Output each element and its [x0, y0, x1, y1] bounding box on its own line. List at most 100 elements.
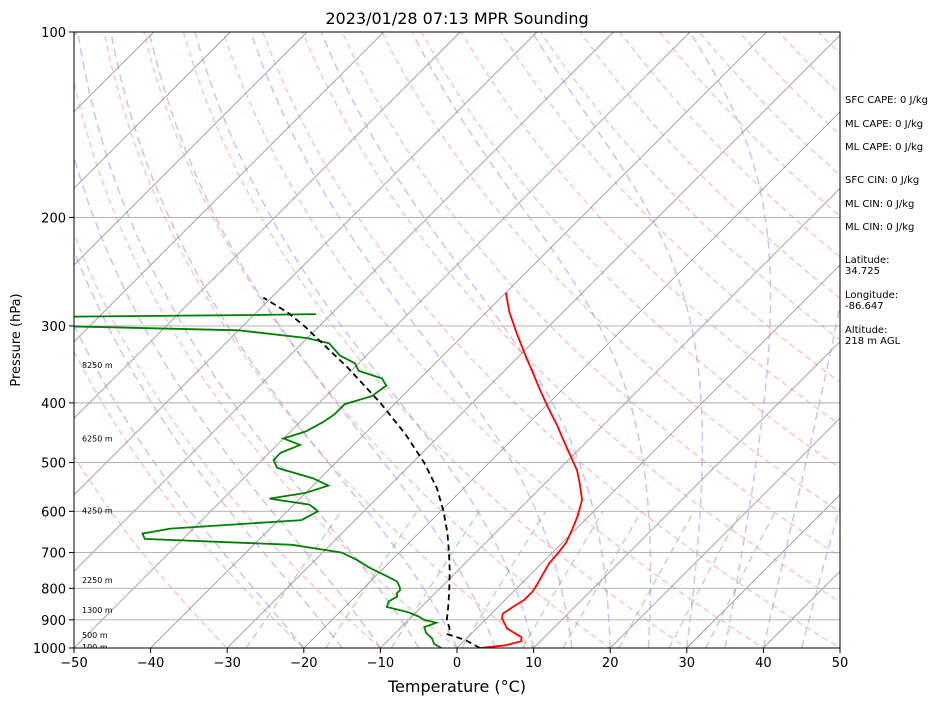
x-tick-label: 30: [679, 656, 696, 671]
isotherm: [609, 417, 840, 648]
y-tick-label: 800: [41, 582, 66, 597]
isotherm: [380, 187, 840, 648]
y-tick-label: 900: [41, 614, 66, 629]
dry-adiabat: [460, 32, 840, 426]
isotherm: [74, 32, 614, 573]
dry-adiabat: [222, 32, 765, 648]
isotherm: [74, 32, 691, 648]
mixing-ratio-line: [668, 510, 742, 648]
moist-adiabat: [320, 32, 611, 648]
height-label: 500 m: [82, 631, 108, 640]
height-label: 8250 m: [82, 361, 113, 370]
isotherm: [303, 111, 840, 648]
dry-adiabat: [74, 231, 382, 648]
dewpoint-line: [74, 313, 443, 648]
isotherm: [533, 340, 840, 648]
dry-adiabat: [182, 32, 689, 648]
height-label: 2250 m: [82, 576, 113, 585]
ml-cape-text-2: ML CAPE: 0 J/kg: [845, 142, 924, 153]
isobars: [74, 32, 840, 648]
x-tick-label: 10: [525, 656, 542, 671]
x-ticks: −50 −40 −30 −20 −10 0 10 20 30 40 50: [60, 648, 848, 671]
x-tick-label: −50: [60, 656, 87, 671]
dry-adiabat: [262, 32, 840, 648]
x-tick-label: 20: [602, 656, 619, 671]
x-axis-label: Temperature (°C): [387, 677, 526, 696]
moist-adiabat: [762, 300, 840, 648]
moist-adiabat: [250, 32, 573, 648]
mixing-ratio-line: [562, 510, 642, 648]
moist-adiabat: [74, 323, 305, 648]
y-tick-label: 1000: [33, 642, 66, 657]
y-tick-label: 600: [41, 505, 66, 520]
altitude-value: 218 m AGL: [845, 336, 901, 347]
ml-cape-text: ML CAPE: 0 J/kg: [845, 119, 924, 130]
moist-adiabat: [77, 32, 420, 648]
mixing-ratio-line: [521, 510, 604, 648]
isotherm: [74, 32, 231, 190]
isotherms: [0, 32, 840, 648]
moist-adiabat: [194, 32, 535, 648]
isotherm: [456, 264, 840, 648]
mixing-ratio-line: [245, 510, 343, 648]
moist-adiabat: [148, 32, 496, 648]
longitude-label: Longitude:: [845, 290, 899, 301]
isotherm: [74, 32, 461, 419]
y-tick-label: 400: [41, 397, 66, 412]
altitude-label: Altitude:: [845, 325, 888, 336]
sounding-series: [74, 292, 584, 648]
dry-adiabat: [103, 32, 535, 648]
parcel-line: [262, 296, 481, 648]
sfc-cape-text: SFC CAPE: 0 J/kg: [845, 95, 928, 106]
x-tick-label: 50: [832, 656, 849, 671]
isotherm: [226, 34, 840, 648]
height-label: 6250 m: [82, 435, 113, 444]
latitude-label: Latitude:: [845, 255, 890, 266]
dry-adiabat: [381, 32, 840, 513]
moist-adiabat: [74, 248, 343, 648]
x-tick-label: −10: [367, 656, 394, 671]
plot-frame: [73, 31, 841, 649]
y-tick-label: 200: [41, 211, 66, 226]
dry-adiabat: [74, 454, 229, 648]
isotherm: [0, 32, 1, 648]
y-tick-label: 300: [41, 320, 66, 335]
x-tick-label: 40: [755, 656, 772, 671]
moist-adiabat: [411, 32, 652, 648]
y-axis-label: Pressure (hPa): [9, 293, 24, 386]
mixing-ratio-line: [618, 510, 695, 648]
isotherm: [150, 32, 767, 648]
height-labels: 100 m 500 m 1300 m 2250 m 4250 m 6250 m 8250 m: [82, 361, 113, 652]
height-label: 4250 m: [82, 506, 113, 515]
y-tick-label: 700: [41, 547, 66, 562]
dry-adiabat: [420, 32, 840, 470]
ml-cin-text: ML CIN: 0 J/kg: [845, 199, 915, 210]
dry-adiabat: [301, 32, 840, 603]
dry-adiabat: [579, 32, 840, 300]
longitude-value: -86.647: [845, 301, 884, 312]
isotherm: [686, 494, 840, 648]
chart-title: 2023/01/28 07:13 MPR Sounding: [325, 9, 588, 28]
x-tick-label: −20: [290, 656, 317, 671]
x-tick-label: −40: [137, 656, 164, 671]
y-tick-label: 100: [41, 26, 66, 41]
height-label: 100 m: [82, 643, 108, 652]
isotherm: [74, 32, 538, 496]
dry-adiabat: [74, 79, 459, 648]
dry-adiabat: [143, 32, 612, 648]
height-label: 1300 m: [82, 606, 113, 615]
mixing-ratio-line: [705, 510, 777, 648]
temperature-line: [479, 292, 584, 648]
dry-adiabat: [74, 349, 305, 648]
ml-cin-text-2: ML CIN: 0 J/kg: [845, 222, 915, 233]
sfc-cin-text: SFC CIN: 0 J/kg: [845, 175, 920, 186]
y-ticks: 1000 900 800 700 600 500 400 300 200 100: [33, 26, 74, 657]
dry-adiabats: [74, 32, 840, 648]
moist-adiabat: [531, 32, 704, 648]
moist-adiabat: [689, 32, 772, 648]
moist-adiabat: [74, 154, 382, 648]
x-tick-label: 0: [453, 656, 461, 671]
mixing-ratio-line: [461, 510, 547, 648]
isotherm: [74, 32, 384, 343]
